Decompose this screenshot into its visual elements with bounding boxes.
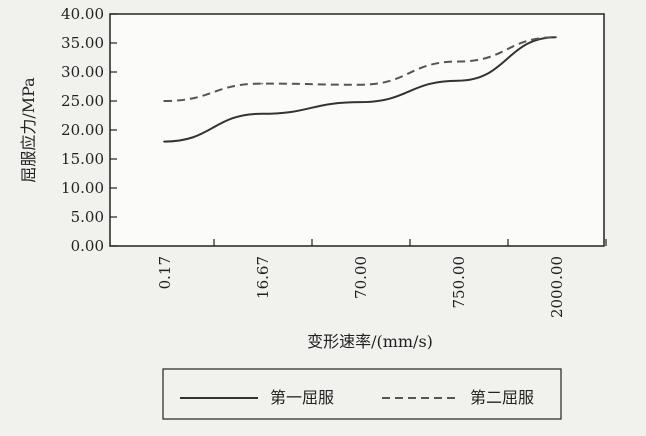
y-tick-label: 10.00: [61, 179, 104, 197]
x-tick-label: 16.67: [254, 256, 272, 299]
data-point: [555, 36, 557, 38]
y-tick-label: 35.00: [61, 34, 104, 52]
y-tick-label: 40.00: [61, 5, 104, 23]
y-tick-label: 15.00: [61, 150, 104, 168]
legend: 第一屈服 第二屈服: [162, 368, 562, 420]
series-lines: [163, 36, 557, 143]
y-tick-label: 25.00: [61, 92, 104, 110]
series-line-2: [163, 36, 557, 102]
data-point: [457, 60, 459, 63]
data-point: [457, 79, 459, 82]
data-point: [359, 83, 361, 86]
data-point: [261, 112, 263, 115]
data-point: [359, 101, 361, 103]
plot-frame: [109, 13, 605, 247]
x-tick-label: 750.00: [450, 256, 468, 309]
data-point: [261, 82, 263, 85]
data-point: [163, 140, 165, 143]
x-tick-label: 2000.00: [548, 256, 566, 318]
data-point: [163, 100, 165, 102]
y-axis: 0.00 5.00 10.00 15.00 20.00 25.00 30.00 35.00 40…: [61, 5, 117, 255]
y-tick-label: 30.00: [61, 63, 104, 81]
x-tick-label: 0.17: [156, 256, 174, 289]
y-axis-label: 屈服应力/MPa: [19, 77, 38, 183]
legend-label-first-yield: 第一屈服: [270, 388, 334, 407]
x-axis-label: 变形速率/(mm/s): [307, 332, 433, 351]
x-axis: 0.17 16.67 70.00 750.00 2000.00: [156, 239, 607, 318]
legend-label-second-yield: 第二屈服: [470, 388, 534, 407]
x-tick-label: 70.00: [352, 256, 370, 299]
y-tick-label: 0.00: [71, 237, 104, 255]
y-tick-label: 5.00: [71, 208, 104, 226]
legend-box: [162, 368, 562, 420]
y-tick-label: 20.00: [61, 121, 104, 139]
